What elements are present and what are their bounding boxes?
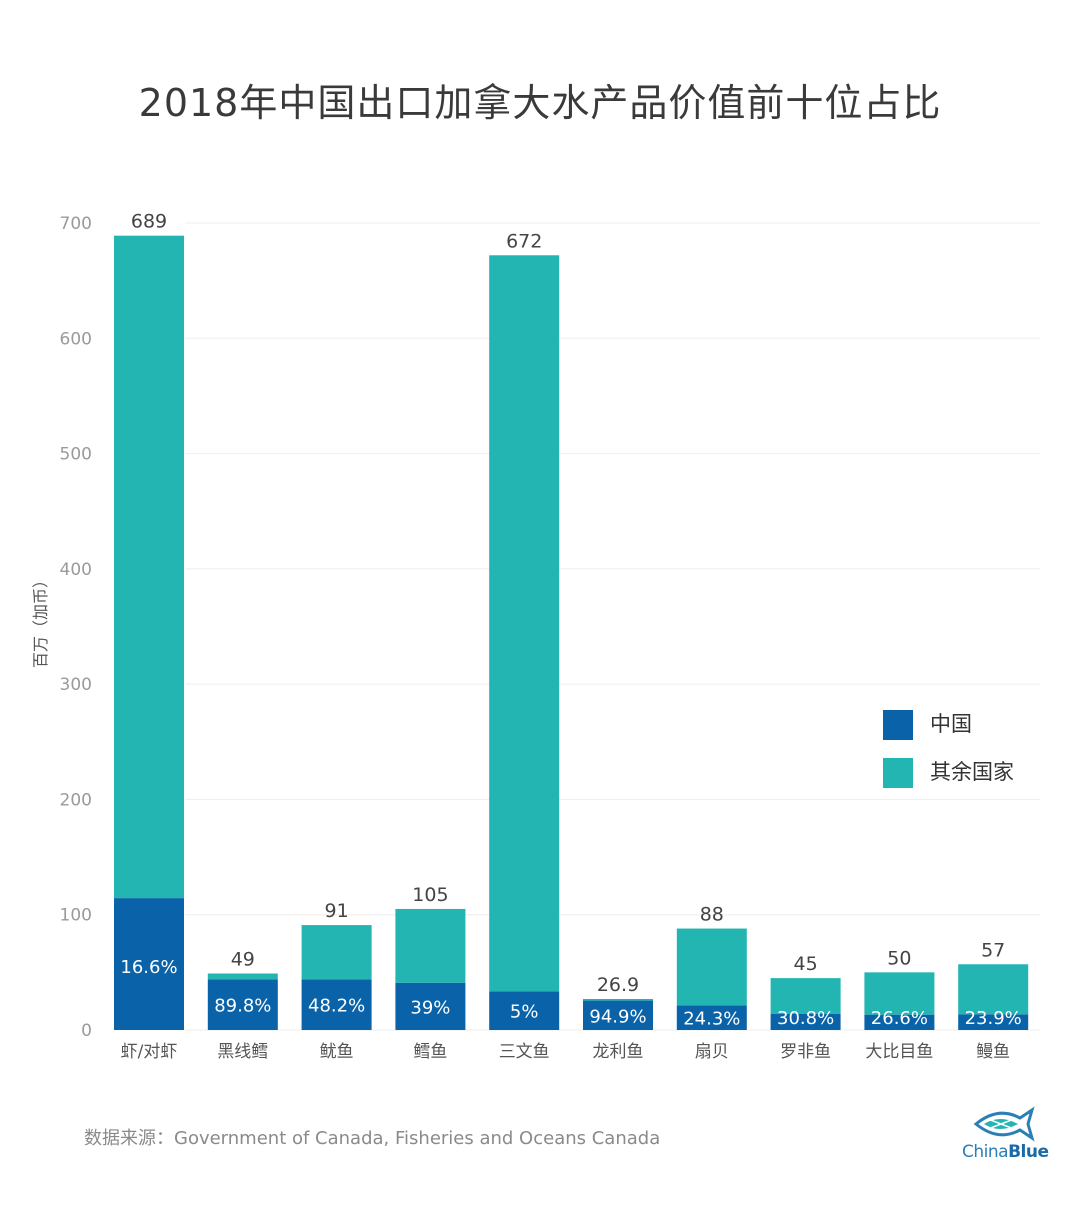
x-tick-label: 鳕鱼 [413,1042,447,1062]
china-share-label: 48.2% [308,996,365,1017]
bar-china [114,898,184,1030]
y-tick-label: 400 [60,560,92,580]
data-labels: 689 16.6% 49 89.8% 91 48.2% 105 39% 672 5% 26.9 94.… [120,211,1021,1030]
china-share-label: 26.6% [871,1008,928,1029]
chart-title: 2018年中国出口加拿大水产品价值前十位占比 [138,81,942,125]
legend-swatch-china [883,710,913,740]
x-tick-label: 鱿鱼 [320,1042,354,1062]
x-tick-label: 黑线鳕 [217,1042,268,1062]
total-value-label: 57 [981,939,1005,961]
bar-other [583,998,653,1001]
total-value-label: 45 [794,953,818,975]
bar-other [207,973,278,980]
total-value-label: 88 [700,904,724,926]
total-value-label: 689 [131,211,167,233]
x-tick-label: 虾/对虾 [121,1042,178,1062]
bar-other [489,255,560,992]
y-tick-label: 500 [60,445,92,465]
china-share-label: 94.9% [589,1006,646,1027]
x-tick-label: 鳗鱼 [976,1042,1010,1062]
china-share-label: 5% [510,1002,539,1023]
legend: 中国 其余国家 [883,710,1014,788]
grid-lines [185,222,1040,1031]
bar-other [958,964,1029,1015]
y-axis-label: 百万（加币） [31,572,50,668]
x-tick-label: 龙利鱼 [593,1042,644,1062]
logo-wordmark: ChinaBlue [962,1142,1049,1162]
bar-china [958,1014,1029,1030]
chinablue-logo: ChinaBlue [958,1104,1050,1168]
bar-china [864,1014,935,1030]
legend-swatch-other [883,758,913,788]
y-tick-label: 100 [60,906,92,926]
china-share-label: 16.6% [120,957,177,978]
total-value-label: 91 [325,900,349,922]
bars [114,235,1029,1030]
bar-china [395,982,466,1030]
china-share-label: 30.8% [777,1008,834,1029]
total-value-label: 49 [231,949,255,971]
total-value-label: 26.9 [597,974,639,996]
china-share-label: 24.3% [683,1009,740,1030]
y-tick-label: 700 [60,214,92,234]
china-share-label: 89.8% [214,996,271,1017]
y-tick-label: 200 [60,790,92,810]
china-share-label: 39% [410,997,450,1018]
bar-china [207,979,278,1030]
bar-china [770,1013,841,1030]
bar-other [301,925,372,980]
data-source-note: 数据来源：Government of Canada, Fisheries and… [84,1128,661,1149]
bar-china [301,979,372,1030]
bar-other [676,928,747,1006]
bar-other [770,978,841,1014]
y-tick-label: 600 [60,329,92,349]
bar-other [864,972,935,1015]
y-tick-label: 0 [81,1021,92,1041]
bar-china [489,991,560,1030]
legend-label-other: 其余国家 [930,760,1014,784]
x-tick-label: 罗非鱼 [780,1042,831,1062]
bar-other [395,908,466,983]
x-tick-label: 扇贝 [695,1042,729,1062]
y-tick-label: 300 [60,675,92,695]
x-tick-label: 大比目鱼 [865,1042,933,1062]
fish-logo-icon [973,1106,1035,1142]
bar-china [583,1000,653,1030]
bar-china [676,1005,747,1030]
x-axis-ticks: 虾/对虾 黑线鳕 鱿鱼 鳕鱼 三文鱼 龙利鱼 扇贝 罗非鱼 大比目鱼 鳗鱼 [121,1042,1011,1062]
china-share-label: 23.9% [965,1008,1022,1029]
total-value-label: 672 [506,230,542,252]
bar-other [114,235,184,899]
x-tick-label: 三文鱼 [499,1042,550,1062]
total-value-label: 105 [412,884,448,906]
y-axis-ticks: 0 100 200 300 400 500 600 700 [60,214,92,1041]
total-value-label: 50 [887,947,911,969]
legend-label-china: 中国 [930,712,972,736]
